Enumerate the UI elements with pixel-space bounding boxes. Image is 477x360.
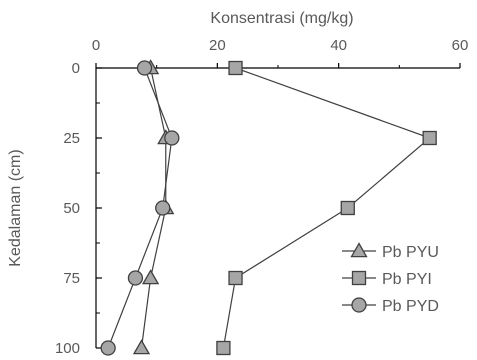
legend: Pb PYU Pb PYI Pb PYD (342, 242, 439, 315)
data-point-pb-pyi (422, 130, 437, 146)
data-point-pb-pyd (127, 270, 144, 286)
x-axis-ticks: 0 20 40 60 (92, 37, 469, 68)
x-axis-title: Konsentrasi (mg/kg) (210, 10, 353, 27)
x-tick-label: 60 (452, 37, 469, 54)
y-tick-label: 25 (63, 130, 80, 147)
legend-marker-pb-pyd (351, 297, 367, 313)
legend-marker-pb-pyi (351, 270, 367, 286)
x-tick-label: 0 (92, 37, 100, 54)
y-axis-ticks: 0 25 50 75 100 (55, 60, 102, 357)
y-tick-label: 50 (63, 200, 80, 217)
legend-marker-pb-pyu (350, 242, 368, 258)
y-tick-label: 75 (63, 270, 80, 287)
y-axis-title: Kedalaman (cm) (7, 149, 24, 266)
data-point-pb-pyi (228, 60, 243, 76)
data-point-pb-pyu (132, 339, 151, 355)
data-point-pb-pyu (141, 269, 160, 285)
legend-label-pb-pyu: Pb PYU (382, 244, 439, 261)
legend-label-pb-pyd: Pb PYD (382, 298, 439, 315)
series-layer (100, 59, 437, 356)
data-point-pb-pyd (155, 200, 171, 216)
data-point-pb-pyd (164, 130, 180, 146)
data-point-pb-pyi (340, 200, 355, 216)
data-point-pb-pyd (100, 340, 116, 356)
x-tick-label: 40 (330, 37, 347, 54)
x-tick-label: 20 (209, 37, 226, 54)
y-tick-label: 100 (55, 340, 80, 357)
legend-label-pb-pyi: Pb PYI (382, 271, 432, 288)
data-point-pb-pyi (228, 270, 243, 286)
y-tick-label: 0 (72, 60, 80, 77)
data-point-pb-pyd (136, 60, 153, 76)
data-point-pb-pyi (216, 340, 231, 356)
